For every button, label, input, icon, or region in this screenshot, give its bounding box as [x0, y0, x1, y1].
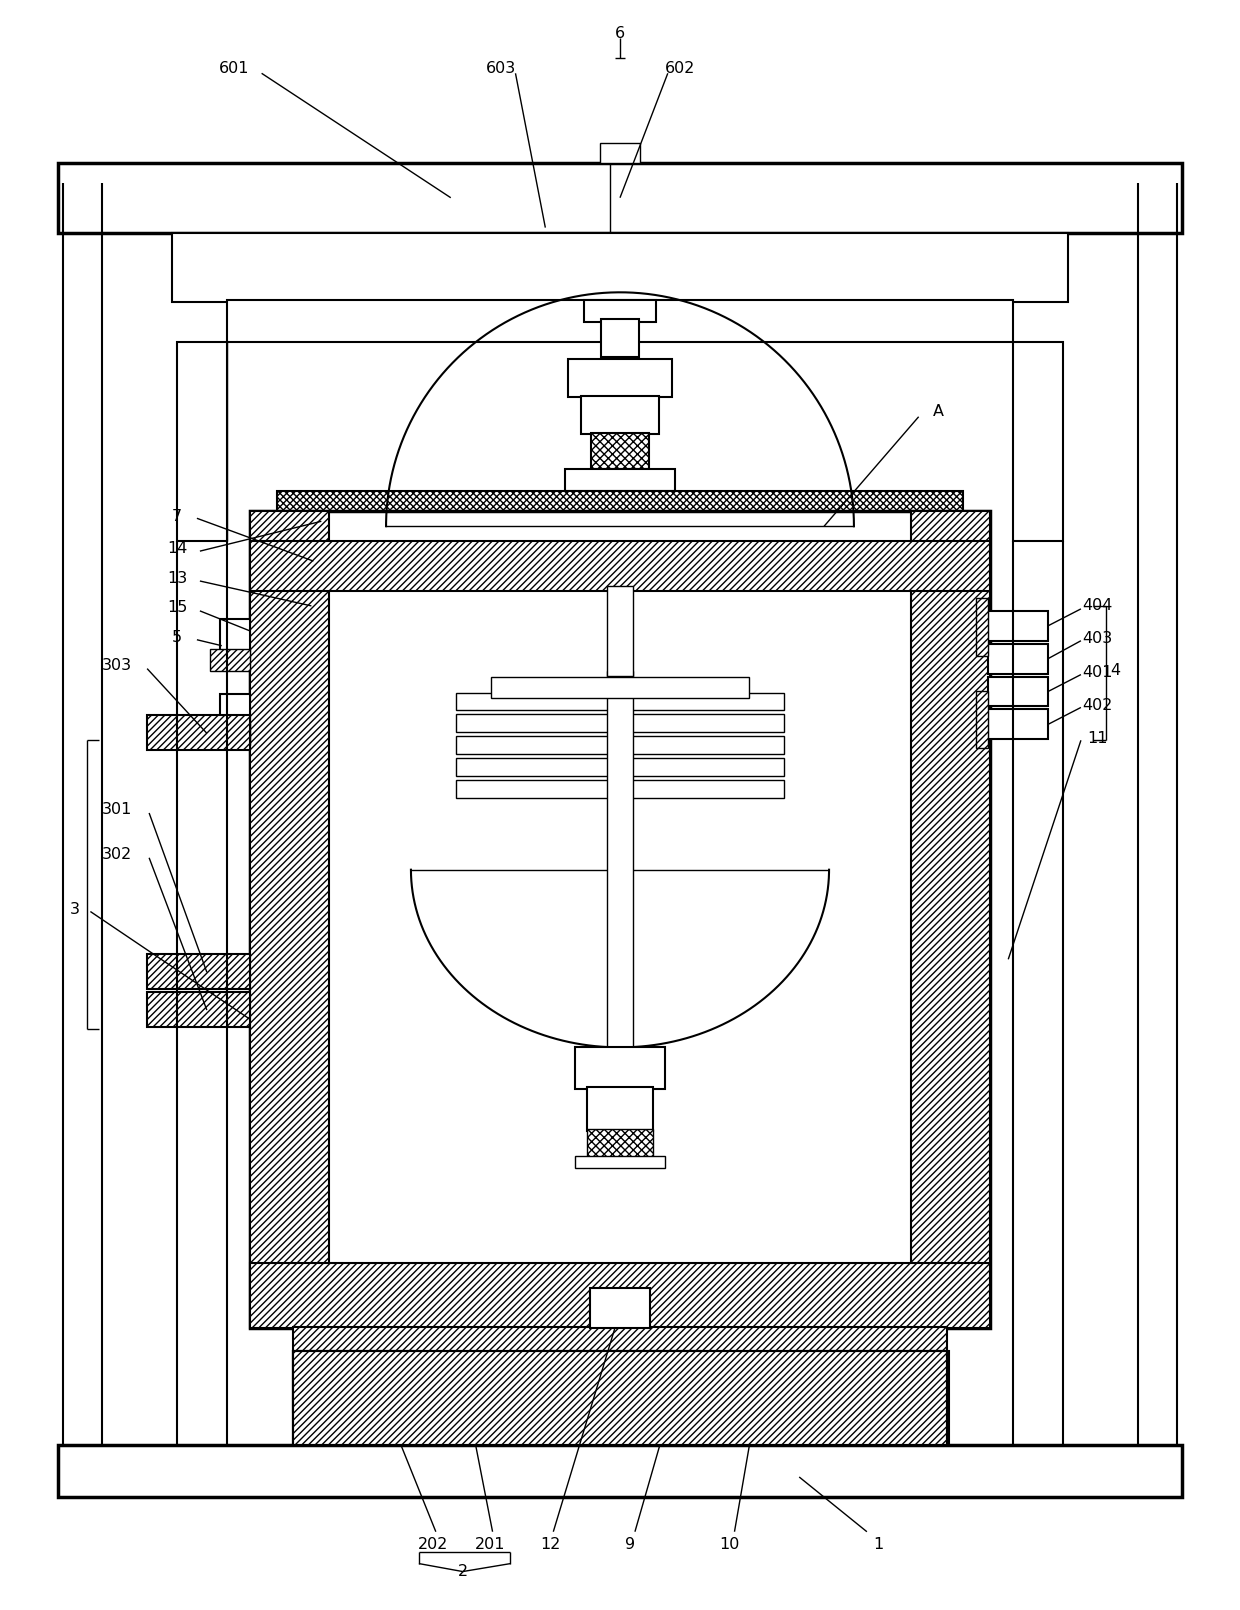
Text: 401: 401	[1083, 665, 1114, 679]
Text: 6: 6	[615, 26, 625, 40]
Bar	[294, 1351, 413, 1446]
Bar	[249, 512, 330, 1328]
Text: 303: 303	[102, 658, 133, 673]
Bar	[210, 723, 249, 745]
Bar	[565, 469, 675, 491]
Text: 602: 602	[665, 61, 694, 76]
Text: 13: 13	[167, 570, 187, 586]
Bar	[541, 1351, 699, 1446]
Bar	[210, 649, 249, 671]
Bar	[988, 610, 1048, 641]
Text: 3: 3	[69, 902, 79, 918]
Text: 4: 4	[1111, 663, 1121, 678]
Text: 202: 202	[418, 1538, 448, 1552]
Bar	[219, 618, 249, 650]
Text: 5: 5	[172, 630, 182, 646]
Bar	[988, 676, 1048, 707]
Bar	[910, 512, 991, 1328]
Bar	[575, 1046, 665, 1088]
Text: 603: 603	[485, 61, 516, 76]
Bar	[148, 992, 249, 1027]
Bar	[227, 301, 1013, 341]
Bar	[456, 715, 784, 733]
Text: 7: 7	[172, 509, 182, 523]
Bar	[456, 758, 784, 776]
Bar	[456, 736, 784, 753]
Text: 404: 404	[1083, 599, 1114, 613]
Text: 11: 11	[1087, 731, 1109, 745]
Bar	[820, 531, 929, 605]
Text: 9: 9	[625, 1538, 635, 1552]
Bar	[575, 1156, 665, 1169]
Bar	[582, 396, 658, 433]
Text: 10: 10	[719, 1538, 740, 1552]
Bar	[177, 341, 227, 541]
Bar	[588, 1087, 652, 1130]
Bar	[148, 955, 249, 989]
Bar	[584, 301, 656, 322]
Bar	[311, 531, 420, 605]
Bar	[608, 586, 632, 676]
Bar	[988, 710, 1048, 739]
Text: 15: 15	[167, 601, 187, 615]
Bar	[456, 781, 784, 799]
Bar	[590, 1288, 650, 1328]
Text: 601: 601	[218, 61, 249, 76]
Bar	[172, 232, 1068, 303]
Bar	[601, 319, 639, 357]
Bar	[456, 692, 784, 710]
Bar	[148, 715, 249, 750]
Text: 302: 302	[102, 847, 133, 863]
Bar	[249, 512, 991, 1328]
Bar	[800, 1351, 949, 1446]
Bar	[820, 531, 929, 605]
Text: 301: 301	[102, 802, 133, 818]
Text: 12: 12	[541, 1538, 560, 1552]
Bar	[249, 541, 991, 591]
Bar	[219, 694, 249, 726]
Text: 2: 2	[458, 1563, 467, 1579]
Bar	[591, 433, 649, 469]
Text: 402: 402	[1083, 699, 1114, 713]
Text: 201: 201	[475, 1538, 506, 1552]
Bar	[249, 1262, 991, 1328]
Bar	[976, 691, 988, 749]
Bar	[311, 531, 420, 605]
Bar	[600, 143, 640, 163]
Text: A: A	[932, 404, 944, 419]
Bar	[277, 491, 963, 541]
Bar	[491, 676, 749, 699]
Bar	[294, 1327, 946, 1412]
Bar	[568, 359, 672, 396]
Bar	[1013, 341, 1063, 541]
Bar	[294, 1351, 946, 1446]
Bar	[588, 1129, 652, 1159]
Bar	[294, 1351, 946, 1446]
Bar	[57, 1446, 1183, 1497]
Text: 14: 14	[167, 541, 187, 555]
Text: 403: 403	[1083, 631, 1114, 646]
Bar	[281, 605, 401, 636]
Bar	[976, 597, 988, 655]
Bar	[57, 163, 1183, 232]
Text: 1: 1	[874, 1538, 884, 1552]
Bar	[608, 671, 632, 1048]
Bar	[839, 605, 959, 636]
Bar	[988, 644, 1048, 673]
